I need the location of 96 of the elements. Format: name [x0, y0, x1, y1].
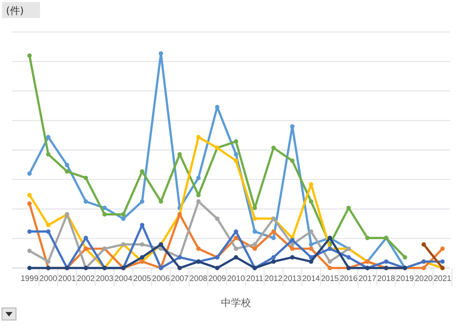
point	[46, 229, 50, 234]
point	[140, 242, 144, 247]
x-tick-label: 2006	[152, 274, 170, 283]
point	[84, 199, 88, 204]
point	[46, 152, 50, 156]
x-tick-label: 2017	[358, 274, 377, 283]
x-tick-label: 2021	[434, 274, 452, 283]
point	[271, 259, 276, 264]
point	[290, 246, 295, 251]
point	[365, 236, 370, 240]
point	[140, 255, 144, 260]
x-tick-label: 2008	[190, 274, 208, 283]
point	[121, 216, 126, 221]
x-tick-label: 2001	[58, 274, 76, 283]
point	[290, 255, 295, 260]
x-tick-label: 2020	[414, 274, 434, 283]
point	[271, 229, 276, 234]
point	[158, 51, 164, 56]
point	[384, 259, 388, 264]
x-tick-label: 2011	[246, 274, 264, 283]
point	[308, 246, 314, 251]
point	[290, 242, 295, 247]
point	[234, 255, 238, 260]
x-tick-label: 2019	[396, 274, 414, 283]
point	[252, 242, 257, 247]
point	[422, 266, 426, 270]
x-tick-label: 2009	[208, 274, 227, 283]
point	[290, 158, 295, 163]
x-tick-label: 2016	[340, 274, 358, 283]
x-tick-label: 2000	[39, 274, 58, 283]
point	[84, 236, 88, 240]
point	[46, 134, 50, 140]
point	[196, 199, 201, 204]
x-tick-label: 2015	[320, 274, 340, 283]
point	[271, 236, 276, 240]
x-tick-label: 2014	[302, 274, 321, 283]
point	[84, 176, 88, 180]
point	[177, 266, 182, 270]
y-axis-title: (件)	[6, 6, 24, 17]
point	[252, 206, 257, 210]
x-tick-label: 2005	[133, 274, 152, 283]
x-tick-label: 2007	[170, 274, 190, 283]
point	[271, 255, 276, 260]
x-tick-label: 2004	[114, 274, 133, 283]
point	[196, 176, 201, 180]
point	[27, 192, 32, 198]
point	[271, 146, 276, 150]
point	[27, 171, 32, 176]
point	[27, 266, 32, 270]
x-tick-label: 2002	[76, 274, 96, 283]
point	[290, 124, 295, 129]
x-tick-label: 2012	[264, 274, 283, 283]
point	[234, 158, 238, 163]
point	[102, 206, 107, 210]
point	[140, 199, 144, 204]
point	[346, 255, 351, 260]
point	[308, 259, 314, 264]
point	[196, 134, 201, 140]
point	[27, 248, 32, 254]
point	[402, 255, 408, 260]
point	[234, 246, 238, 251]
point	[252, 229, 257, 234]
point	[234, 139, 238, 144]
point	[252, 216, 257, 221]
point	[346, 206, 351, 210]
point	[64, 162, 70, 168]
point	[46, 259, 50, 264]
point	[215, 216, 220, 221]
x-tick-label: 2013	[283, 274, 302, 283]
point	[102, 212, 107, 217]
point	[64, 169, 70, 174]
point	[177, 152, 182, 156]
x-tick-label: 2003	[96, 274, 114, 283]
point	[234, 152, 238, 156]
point	[328, 266, 332, 270]
point	[27, 201, 32, 206]
x-axis-title: 中学校	[221, 297, 251, 309]
x-tick-label: 2018	[377, 274, 396, 283]
point	[308, 242, 314, 247]
x-tick-label: 2010	[227, 274, 246, 283]
point	[440, 246, 445, 251]
x-tick-label: 1999	[20, 274, 39, 283]
point	[27, 53, 32, 58]
point	[158, 246, 164, 251]
point	[328, 259, 332, 264]
point	[27, 229, 32, 234]
point	[308, 229, 314, 234]
point	[215, 104, 220, 110]
point	[308, 199, 314, 204]
point	[440, 259, 445, 264]
point	[252, 246, 257, 251]
point	[215, 266, 220, 270]
point	[196, 246, 201, 251]
point	[46, 222, 50, 228]
point	[121, 212, 126, 217]
point	[422, 242, 426, 247]
